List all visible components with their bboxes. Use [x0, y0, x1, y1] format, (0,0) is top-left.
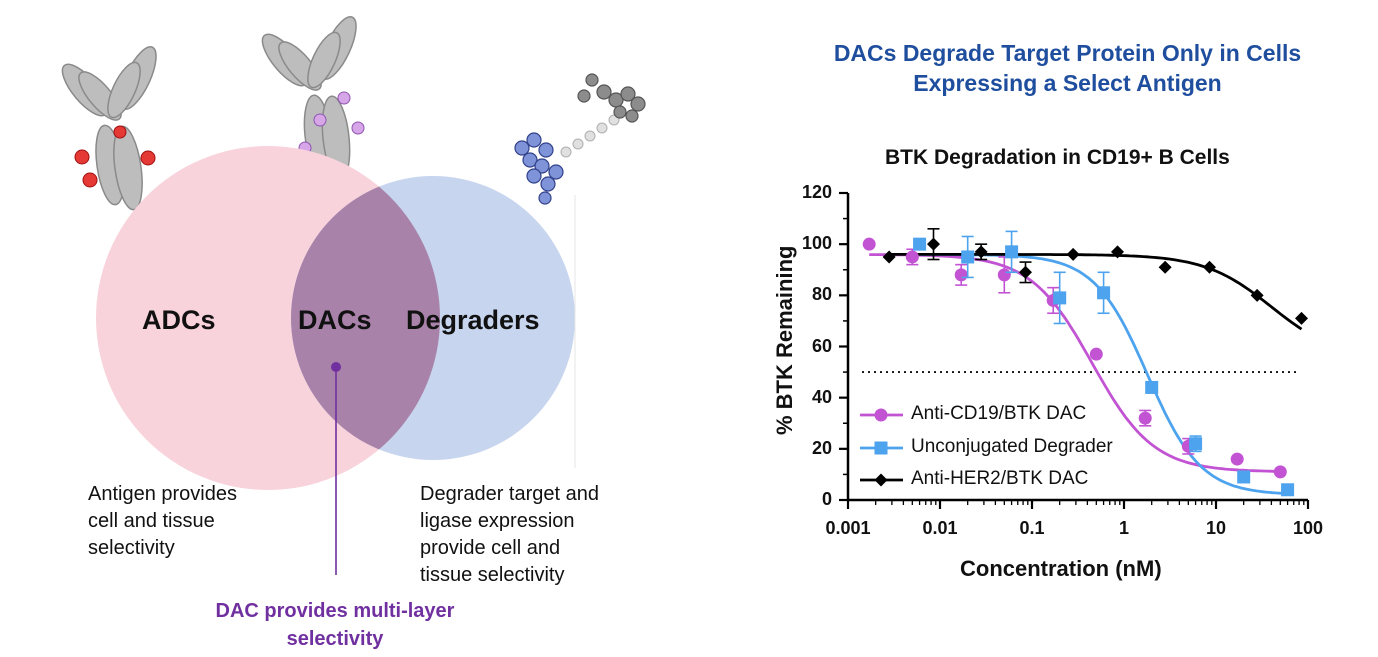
adc-caption: Antigen provides cell and tissue selecti…: [88, 483, 237, 559]
main-title: DACs Degrade Target Protein Only in Cell…: [833, 40, 1302, 96]
y-tick-label: 0: [821, 489, 832, 509]
data-point: [1145, 380, 1159, 394]
data-point: [1281, 483, 1295, 497]
legend-marker: [874, 473, 888, 487]
data-point: [1005, 245, 1019, 259]
legend-label: Unconjugated Degrader: [911, 436, 1113, 457]
data-point: [1295, 311, 1309, 325]
data-point: [1273, 465, 1287, 479]
y-tick-label: 20: [811, 437, 832, 458]
data-point: [1138, 411, 1152, 425]
data-point: [1089, 347, 1103, 361]
chart-title: BTK Degradation in CD19+ B Cells: [885, 146, 1230, 169]
x-tick-label: 0.001: [825, 518, 871, 538]
data-point: [954, 268, 968, 282]
x-tick-label: 0.01: [922, 518, 958, 538]
data-point: [927, 237, 941, 251]
dac-label: DACs: [298, 305, 372, 335]
data-point: [913, 237, 927, 251]
legend-label: Anti-CD19/BTK DAC: [911, 403, 1087, 424]
adc-antibody-icon: [61, 46, 157, 211]
data-point: [862, 237, 876, 251]
data-point: [1097, 286, 1111, 300]
x-tick-label: 0.1: [1019, 518, 1045, 538]
data-point: [1189, 437, 1203, 451]
x-tick-label: 1: [1118, 518, 1129, 538]
data-point: [1230, 452, 1244, 466]
data-point: [1203, 260, 1217, 274]
data-point: [1111, 245, 1125, 259]
legend-label: Anti-HER2/BTK DAC: [911, 468, 1089, 489]
overlap-region: [291, 176, 440, 460]
dac-selectivity-caption: DAC provides multi-layer selectivity: [215, 600, 455, 650]
x-axis-title: Concentration (nM): [960, 556, 1162, 581]
adc-label: ADCs: [142, 305, 216, 335]
degrader-molecule-icon: [514, 73, 646, 205]
degrader-caption: Degrader target and ligase expression pr…: [420, 483, 600, 586]
y-tick-label: 120: [801, 182, 832, 202]
y-tick-label: 40: [811, 386, 832, 407]
data-point: [1158, 260, 1172, 274]
data-point: [1237, 470, 1251, 484]
x-tick-label: 10: [1205, 518, 1227, 538]
data-point: [1066, 247, 1080, 261]
y-tick-label: 60: [811, 335, 832, 356]
legend-marker: [874, 408, 888, 422]
degrader-label: Degraders: [406, 305, 540, 335]
data-point: [997, 268, 1011, 282]
data-point: [882, 250, 896, 264]
y-tick-label: 100: [801, 233, 832, 254]
data-point: [1019, 265, 1033, 279]
data-point: [905, 250, 919, 264]
data-point: [961, 250, 975, 264]
y-tick-label: 80: [811, 284, 832, 305]
legend-marker: [874, 441, 888, 455]
x-tick-label: 100: [1292, 518, 1324, 538]
data-point: [974, 245, 988, 259]
data-point: [1250, 288, 1264, 302]
fit-curve: [889, 253, 1303, 331]
data-point: [1053, 291, 1067, 305]
